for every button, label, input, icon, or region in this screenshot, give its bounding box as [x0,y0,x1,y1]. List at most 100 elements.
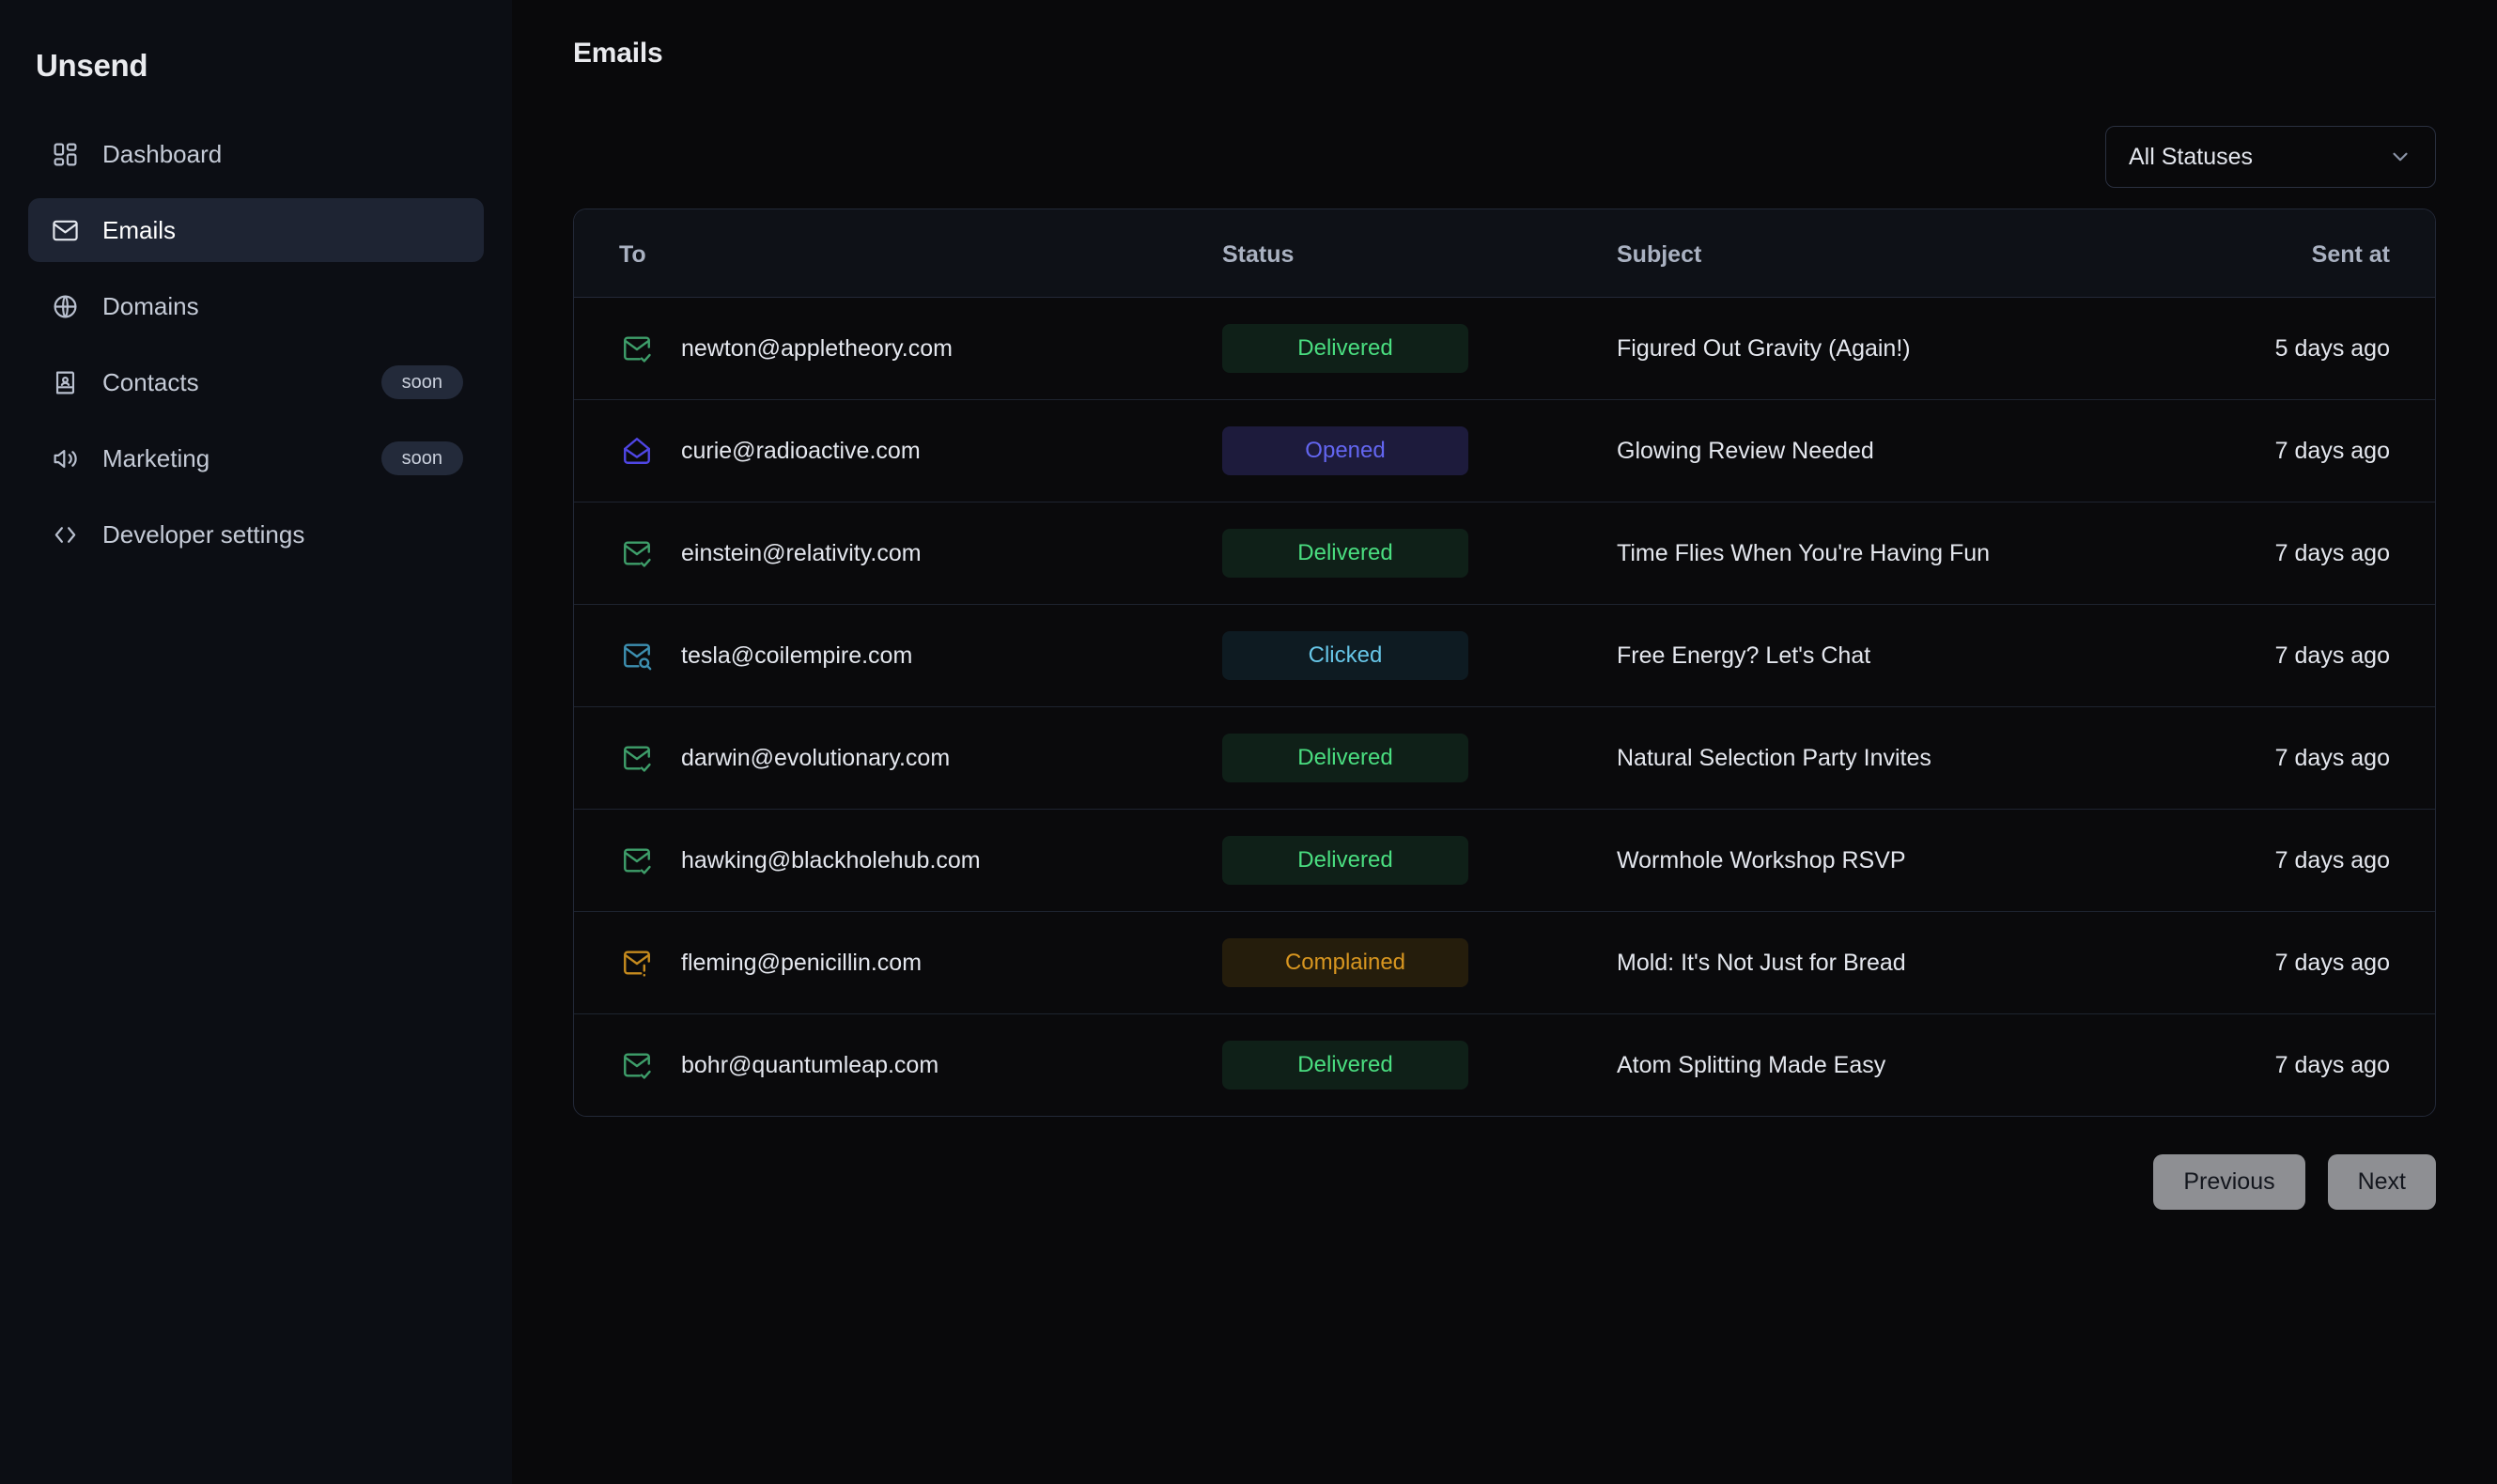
previous-page-button[interactable]: Previous [2153,1154,2305,1210]
sidebar-item-label: Marketing [102,443,210,472]
cell-sent-at: 7 days ago [2274,846,2390,873]
status-badge: Opened [1222,426,1468,475]
status-badge: Delivered [1222,1041,1468,1090]
column-header-status[interactable]: Status [1222,209,1617,298]
cell-status: Delivered [1222,1014,1617,1117]
cell-subject: Wormhole Workshop RSVP [1617,846,1906,873]
status-badge: Delivered [1222,324,1468,373]
sidebar-item-developer-settings[interactable]: Developer settings [28,502,484,566]
sidebar-item-dashboard[interactable]: Dashboard [28,122,484,186]
recipient-email: bohr@quantumleap.com [681,1051,939,1078]
recipient-email: hawking@blackholehub.com [681,846,981,873]
cell-to: curie@radioactive.com [574,400,1222,502]
mail-check-icon [619,331,655,366]
pagination: Previous Next [573,1154,2436,1210]
cell-to: fleming@penicillin.com [574,912,1222,1014]
cell-subject: Free Energy? Let's Chat [1617,642,1871,669]
mail-search-icon [619,638,655,673]
table-body: newton@appletheory.com Delivered Figured O… [574,298,2435,1117]
sidebar-item-label: Emails [102,215,177,244]
cell-subject: Glowing Review Needed [1617,437,1874,464]
cell-status: Opened [1222,400,1617,502]
mail-icon [49,214,81,246]
cell-sent-at: 7 days ago [2274,1051,2390,1078]
cell-to: tesla@coilempire.com [574,605,1222,707]
dashboard-icon [49,138,81,170]
table-row[interactable]: bohr@quantumleap.com Delivered Atom Splitt… [574,1014,2435,1117]
sidebar-item-emails[interactable]: Emails [28,198,484,262]
toolbar: All Statuses [573,126,2436,188]
to-cell-wrapper: bohr@quantumleap.com [619,1047,1222,1083]
main-content: Emails All Statuses To Status Subject Se… [512,0,2497,1484]
app-brand: Unsend [36,48,148,83]
sidebar-item-label: Developer settings [102,519,305,549]
cell-status: Complained [1222,912,1617,1014]
status-badge: Delivered [1222,734,1468,782]
table-row[interactable]: curie@radioactive.com Opened Glowing Revie… [574,400,2435,502]
mail-check-icon [619,740,655,776]
page-title: Emails [573,38,663,69]
sidebar-item-contacts[interactable]: Contacts soon [28,350,484,414]
emails-table-card: To Status Subject Sent at newton@appleth… [573,209,2436,1117]
mail-check-icon [619,842,655,878]
cell-sent-at: 5 days ago [2274,334,2390,362]
mail-open-icon [619,433,655,469]
cell-status: Delivered [1222,810,1617,912]
sidebar-item-domains[interactable]: Domains [28,274,484,338]
sidebar-item-label: Contacts [102,367,199,396]
table-header-row: To Status Subject Sent at [574,209,2435,298]
mail-warning-icon [619,945,655,981]
cell-sent-at: 7 days ago [2274,437,2390,464]
column-header-to[interactable]: To [574,209,1222,298]
to-cell-wrapper: tesla@coilempire.com [619,638,1222,673]
recipient-email: einstein@relativity.com [681,539,922,566]
table-row[interactable]: einstein@relativity.com Delivered Time Fli… [574,502,2435,605]
table-row[interactable]: newton@appletheory.com Delivered Figured O… [574,298,2435,400]
sidebar-nav: Dashboard Emails Domains Contacts soon Market… [28,122,484,566]
to-cell-wrapper: curie@radioactive.com [619,433,1222,469]
cell-status: Delivered [1222,502,1617,605]
cell-to: hawking@blackholehub.com [574,810,1222,912]
cell-sent-at: 7 days ago [2274,949,2390,976]
mail-check-icon [619,1047,655,1083]
to-cell-wrapper: einstein@relativity.com [619,535,1222,571]
status-filter-value: All Statuses [2129,143,2254,170]
sidebar-item-label: Dashboard [102,139,223,168]
to-cell-wrapper: hawking@blackholehub.com [619,842,1222,878]
cell-sent-at: 7 days ago [2274,539,2390,566]
cell-sent-at: 7 days ago [2274,642,2390,669]
sidebar-item-soon-badge: soon [380,365,463,399]
cell-to: bohr@quantumleap.com [574,1014,1222,1117]
status-filter-select[interactable]: All Statuses [2105,126,2436,188]
cell-subject: Time Flies When You're Having Fun [1617,539,1991,566]
sidebar-item-soon-badge: soon [380,441,463,475]
megaphone-icon [49,442,81,474]
status-badge: Delivered [1222,836,1468,885]
contact-book-icon [49,366,81,398]
to-cell-wrapper: newton@appletheory.com [619,331,1222,366]
table-row[interactable]: fleming@penicillin.com Complained Mold: It… [574,912,2435,1014]
cell-subject: Atom Splitting Made Easy [1617,1051,1886,1078]
cell-to: darwin@evolutionary.com [574,707,1222,810]
cell-subject: Figured Out Gravity (Again!) [1617,334,1911,362]
column-header-sent-at[interactable]: Sent at [2125,209,2435,298]
to-cell-wrapper: fleming@penicillin.com [619,945,1222,981]
sidebar-item-marketing[interactable]: Marketing soon [28,426,484,490]
table-row[interactable]: hawking@blackholehub.com Delivered Wormhol… [574,810,2435,912]
status-badge: Complained [1222,938,1468,987]
cell-to: newton@appletheory.com [574,298,1222,400]
sidebar: Unsend Dashboard Emails Domains Contacts soo… [0,0,512,1484]
column-header-subject[interactable]: Subject [1617,209,2125,298]
recipient-email: curie@radioactive.com [681,437,921,464]
status-badge: Delivered [1222,529,1468,578]
mail-check-icon [619,535,655,571]
table-row[interactable]: tesla@coilempire.com Clicked Free Energy? … [574,605,2435,707]
next-page-button[interactable]: Next [2327,1154,2436,1210]
cell-subject: Natural Selection Party Invites [1617,744,1931,771]
cell-sent-at: 7 days ago [2274,744,2390,771]
recipient-email: fleming@penicillin.com [681,949,923,976]
recipient-email: tesla@coilempire.com [681,642,913,669]
recipient-email: newton@appletheory.com [681,334,953,362]
globe-icon [49,290,81,322]
table-row[interactable]: darwin@evolutionary.com Delivered Natural … [574,707,2435,810]
